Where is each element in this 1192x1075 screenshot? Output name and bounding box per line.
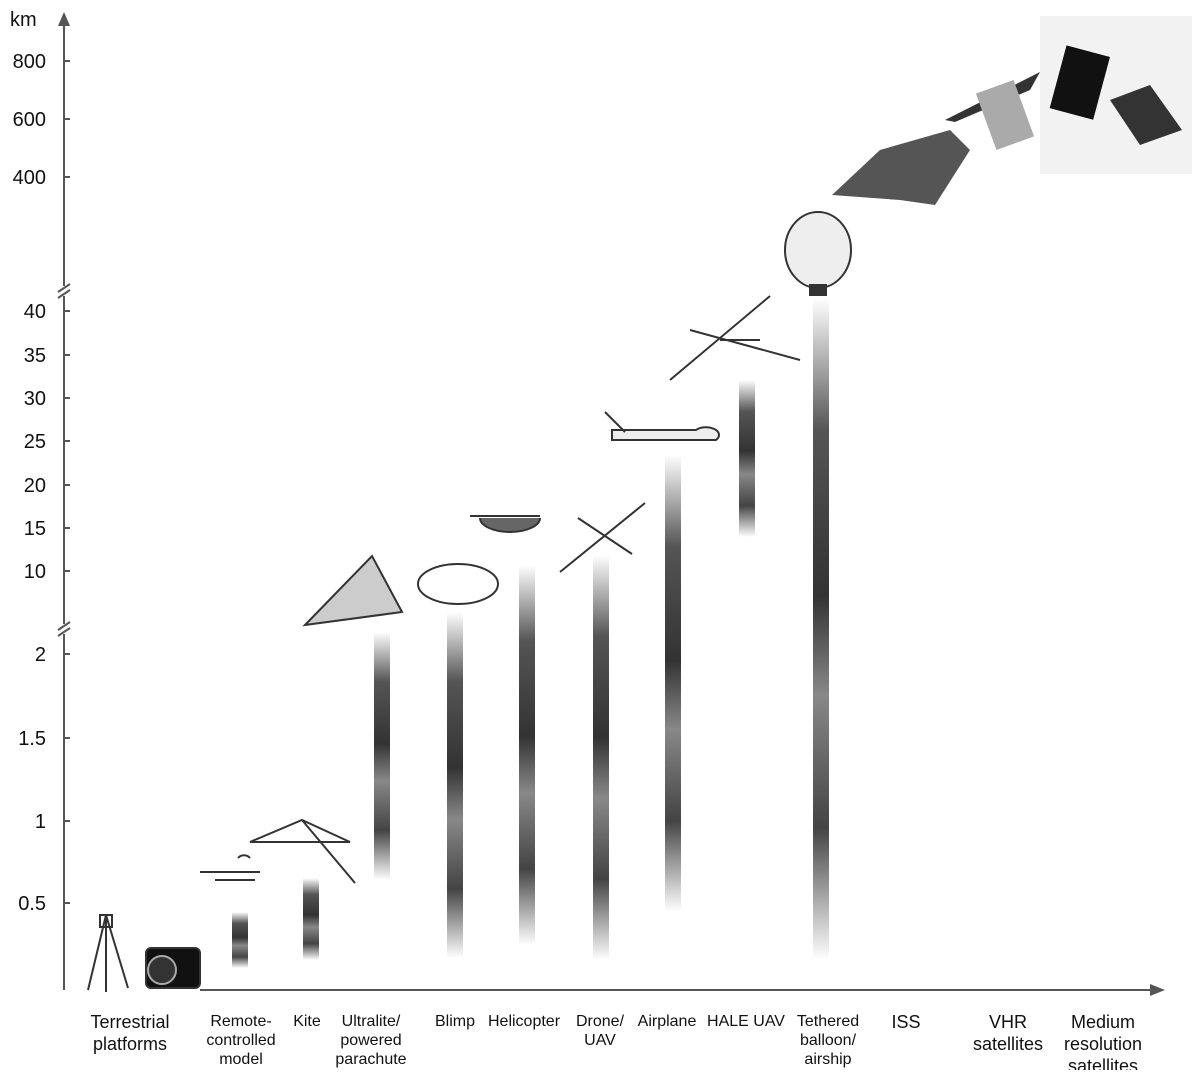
platform-label: UAV [584, 1032, 616, 1049]
axis-unit: km [10, 9, 37, 31]
tick-label: 40 [24, 301, 46, 323]
tick-label: 400 [13, 167, 46, 189]
tick-label: 600 [13, 109, 46, 131]
platform-label: Medium [1071, 1012, 1135, 1032]
platform-label: controlled [206, 1032, 275, 1049]
platform-label: Blimp [435, 1013, 475, 1030]
tick-label: 800 [13, 51, 46, 73]
altitude-range [232, 912, 248, 968]
platform-label: Drone/ [576, 1013, 625, 1030]
y-arrow [58, 12, 70, 26]
tick-label: 35 [24, 345, 46, 367]
platform-label: VHR [989, 1012, 1027, 1032]
platform-label: powered [340, 1032, 401, 1049]
icons [87, 211, 852, 992]
platform-label: HALE UAV [707, 1013, 785, 1030]
platform-label: Tethered [797, 1013, 859, 1030]
platform-label: satellites [1068, 1056, 1138, 1070]
satellites [832, 16, 1192, 205]
platform-label: Airplane [638, 1013, 697, 1030]
platform-label: model [219, 1051, 263, 1068]
altitude-range [665, 455, 681, 912]
platform-label: platforms [93, 1034, 167, 1054]
tick-label: 10 [24, 561, 46, 583]
axes [57, 22, 1155, 991]
tick-label: 0.5 [18, 893, 46, 915]
tick-label: 15 [24, 518, 46, 540]
tick-label: 1.5 [18, 728, 46, 750]
altitude-range [593, 555, 609, 960]
altitude-range [739, 380, 755, 537]
platform-label: Kite [293, 1013, 321, 1030]
tick-label: 20 [24, 475, 46, 497]
platform-label: airship [804, 1051, 851, 1068]
tick-label: 1 [35, 811, 46, 833]
altitude-range [519, 565, 535, 945]
platform-label: satellites [973, 1034, 1043, 1054]
x-arrow [1150, 984, 1165, 996]
platform-label: parachute [335, 1051, 406, 1068]
platform-label: Terrestrial [90, 1012, 169, 1032]
tick-label: 2 [35, 644, 46, 666]
platform-label: resolution [1064, 1034, 1142, 1054]
altitude-range [303, 878, 319, 960]
platform-label: balloon/ [800, 1032, 857, 1049]
platform-label: ISS [891, 1012, 920, 1032]
platform-label: Helicopter [488, 1013, 561, 1030]
platform-label: Remote- [210, 1013, 271, 1030]
altitude-range [374, 632, 390, 880]
tick-label: 30 [24, 388, 46, 410]
platform-label: Ultralite/ [342, 1013, 401, 1030]
altitude-range [447, 612, 463, 958]
altitude-range [813, 298, 829, 960]
tick-label: 25 [24, 431, 46, 453]
